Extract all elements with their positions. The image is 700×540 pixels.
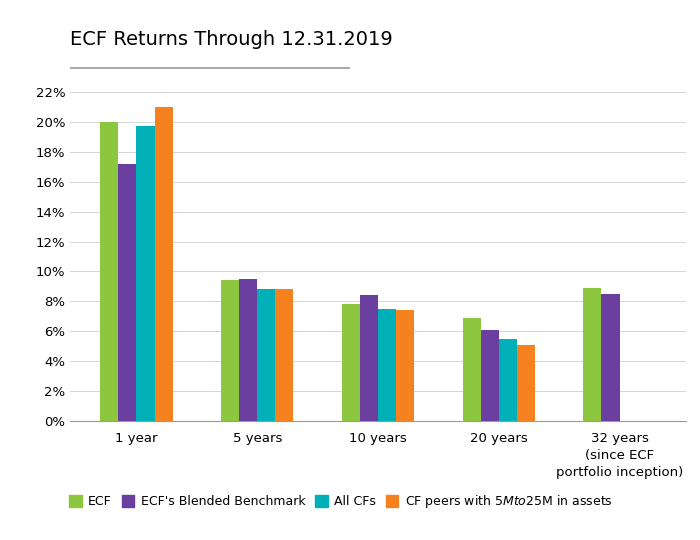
Text: ECF Returns Through 12.31.2019: ECF Returns Through 12.31.2019 bbox=[70, 30, 393, 49]
Bar bbox=[378, 309, 396, 421]
Bar bbox=[396, 310, 414, 421]
Bar bbox=[342, 305, 360, 421]
Bar bbox=[275, 289, 293, 421]
Bar bbox=[100, 122, 118, 421]
Bar bbox=[463, 318, 481, 421]
Bar bbox=[257, 289, 275, 421]
Bar bbox=[239, 279, 257, 421]
Bar bbox=[601, 294, 620, 421]
Bar bbox=[360, 295, 378, 421]
Bar bbox=[517, 345, 535, 421]
Bar bbox=[583, 288, 601, 421]
Bar bbox=[499, 339, 517, 421]
Bar bbox=[118, 164, 136, 421]
Bar bbox=[136, 126, 155, 421]
Legend: ECF, ECF's Blended Benchmark, All CFs, CF peers with $5M to $25M in assets: ECF, ECF's Blended Benchmark, All CFs, C… bbox=[69, 494, 612, 510]
Bar bbox=[155, 107, 173, 421]
Bar bbox=[221, 280, 239, 421]
Bar bbox=[481, 330, 499, 421]
